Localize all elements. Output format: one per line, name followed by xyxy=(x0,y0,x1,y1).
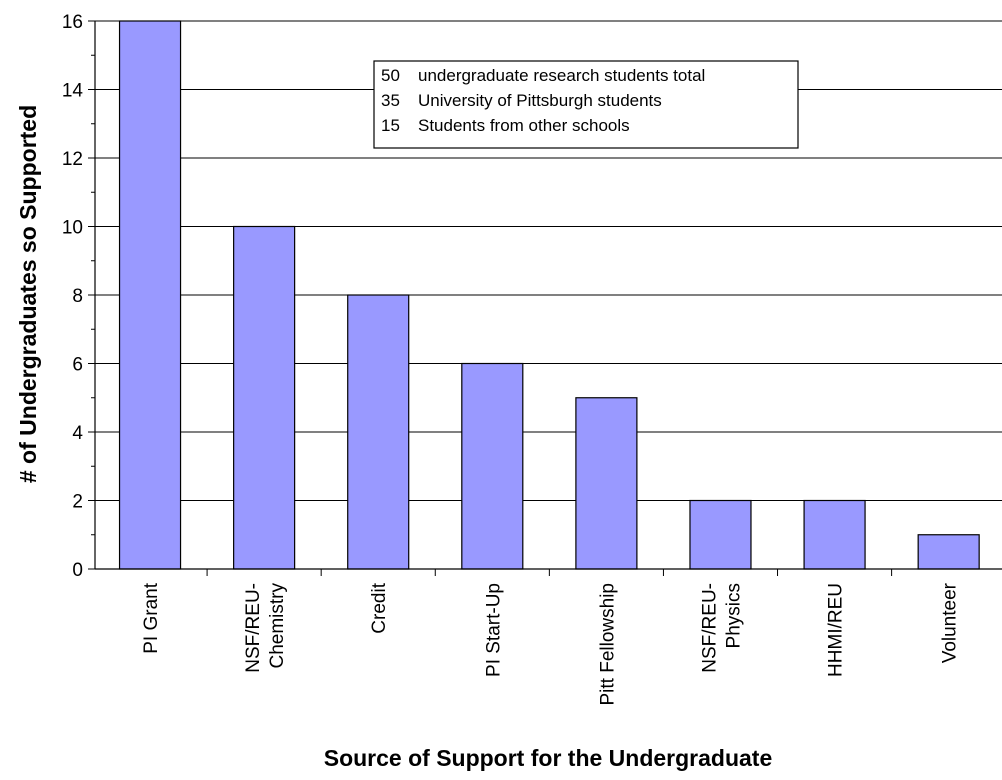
bar xyxy=(461,362,524,570)
annotation-box: 50 undergraduate research students total 3… xyxy=(373,60,799,149)
bar xyxy=(233,225,296,570)
y-tick-label: 8 xyxy=(72,286,83,307)
x-tick-label: Chemistry xyxy=(267,583,288,669)
x-tick-label: NSF/REU- xyxy=(243,583,264,673)
y-axis-title: # of Undergraduates so Supported xyxy=(15,105,41,483)
y-tick-label: 0 xyxy=(72,560,83,581)
x-tick-label: Physics xyxy=(723,583,744,648)
y-tick-label: 2 xyxy=(72,492,83,513)
y-tick-label: 16 xyxy=(62,12,83,33)
x-tick-label: Credit xyxy=(369,582,390,633)
y-tick-label: 14 xyxy=(62,81,84,102)
annotation-count: 15 xyxy=(381,116,400,135)
x-axis-title: Source of Support for the Undergraduate xyxy=(324,745,773,771)
bar xyxy=(575,397,638,570)
x-tick-label: PI Grant xyxy=(141,582,162,653)
x-tick-labels: PI Grant NSF/REU- Chemistry Credit PI Start-… xyxy=(141,582,961,705)
bar xyxy=(347,294,410,570)
x-tick-label: Volunteer xyxy=(940,582,961,663)
y-tick-label: 4 xyxy=(72,423,83,444)
y-tick-label: 6 xyxy=(72,355,83,376)
x-tick-label: Pitt Fellowship xyxy=(597,583,618,706)
x-tick-label: PI Start-Up xyxy=(483,583,504,677)
annotation-text: Students from other schools xyxy=(418,116,630,135)
annotation-count: 35 xyxy=(381,91,400,110)
annotation-text: University of Pittsburgh students xyxy=(418,91,662,110)
y-tick-labels: 0 2 4 6 8 10 12 14 16 xyxy=(62,12,84,581)
y-tick-label: 10 xyxy=(62,218,83,239)
bar xyxy=(118,20,182,570)
bar xyxy=(803,499,866,570)
bars xyxy=(118,20,980,570)
y-tick-label: 12 xyxy=(62,149,83,170)
x-tick-label: HHMI/REU xyxy=(826,583,847,677)
axes xyxy=(88,20,1002,576)
annotation-count: 50 xyxy=(381,66,400,85)
x-tick-label: NSF/REU- xyxy=(699,583,720,673)
annotation-text: undergraduate research students total xyxy=(418,66,705,85)
bar xyxy=(917,534,980,570)
bar xyxy=(689,499,752,570)
